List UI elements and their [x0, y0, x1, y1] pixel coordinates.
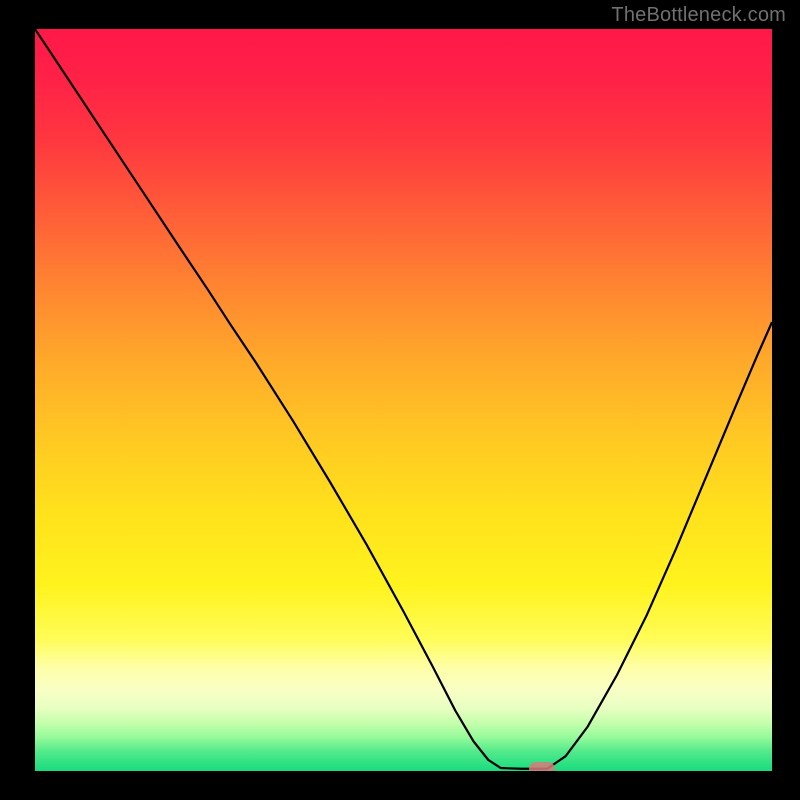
minimum-marker — [529, 762, 555, 771]
watermark-text: TheBottleneck.com — [611, 4, 786, 27]
curve-path — [35, 29, 772, 769]
bottleneck-curve — [35, 29, 772, 771]
plot-area — [35, 29, 772, 771]
